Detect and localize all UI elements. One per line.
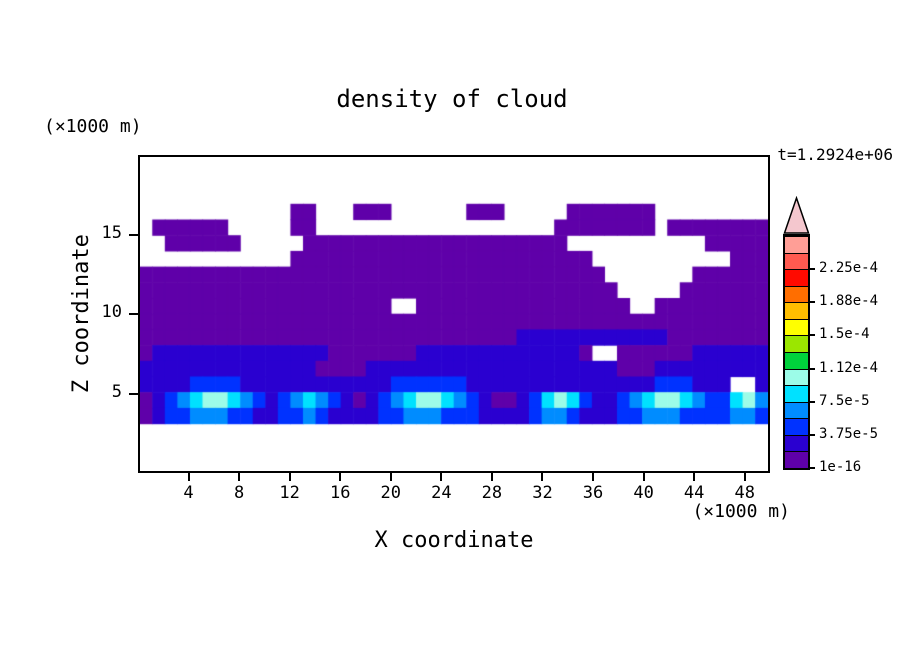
colorbar-segment [785,401,808,419]
colorbar-tick-label: 1.88e-4 [819,293,879,310]
x-axis-tick-label: 24 [431,483,452,503]
colorbar-segment [785,418,808,435]
colorbar-tick [810,400,815,403]
colorbar-segment [785,352,808,369]
colorbar-segment [785,451,808,468]
colorbar-overflow-arrow [783,196,810,234]
y-axis-tick [129,313,138,315]
x-axis-tick-label: 40 [633,483,654,503]
colorbar-arrow-shape [783,196,810,234]
x-axis-tick [440,473,443,481]
y-axis-tick [129,233,138,236]
x-axis-unit-label: (×1000 m) [692,501,790,522]
colorbar-tick [810,334,815,337]
x-axis-tick-label: 48 [734,483,755,503]
x-axis-tick [592,473,595,481]
x-axis-tick [541,473,544,481]
x-axis-tick [642,473,645,481]
x-axis-tick-label: 16 [329,483,351,503]
colorbar-segment [785,236,808,253]
x-axis-tick [389,473,392,481]
y-axis-tick [129,392,138,395]
colorbar-segment [785,434,808,452]
y-axis-tick-label: 10 [101,302,122,322]
colorbar-segment [785,368,808,386]
x-axis-tick-label: 20 [380,483,402,503]
cloud-density-field [140,157,768,471]
x-axis-title: X coordinate [374,528,534,553]
colorbar-tick-label: 3.75e-5 [819,425,879,442]
time-label: t=1.2924e+06 [777,145,893,164]
colorbar-tick [810,268,815,271]
colorbar-tick-label: 1.12e-4 [819,359,879,376]
colorbar-tick [810,433,815,436]
x-axis-tick [187,473,190,481]
colorbar-segment [785,285,808,303]
x-axis-tick [238,473,241,481]
colorbar-segment [785,335,808,352]
chart-title: density of cloud [336,85,568,113]
colorbar-tick-label: 2.25e-4 [819,260,879,277]
colorbar-segment [785,318,808,336]
colorbar-tick [810,467,815,469]
x-axis-tick-label: 32 [532,483,553,503]
colorbar [783,234,810,470]
colorbar-segment [785,269,808,286]
colorbar-segment [785,252,808,270]
y-axis-tick-label: 5 [111,381,122,402]
colorbar-segment [785,385,808,402]
colorbar-tick-label: 7.5e-5 [819,392,870,409]
colorbar-tick-label: 1.5e-4 [819,326,870,343]
colorbar-tick [810,367,815,370]
colorbar-tick [810,301,815,304]
x-axis-tick-label: 8 [233,483,245,503]
x-axis-tick-label: 4 [183,483,194,503]
x-axis-tick [693,473,696,481]
plot-frame [138,155,770,473]
x-axis-tick [288,473,291,481]
x-axis-tick [339,473,342,481]
x-axis-tick-label: 44 [683,483,705,503]
x-axis-tick [743,473,746,481]
x-axis-tick-label: 28 [481,483,503,503]
x-axis-tick-label: 36 [582,483,604,503]
x-axis-tick-label: 12 [279,483,300,503]
x-axis-tick [490,473,493,481]
y-axis-unit-label: (×1000 m) [44,116,142,137]
y-axis-tick-label: 15 [101,222,122,243]
colorbar-tick-label: 1e-16 [819,459,862,475]
colorbar-segment [785,302,808,319]
